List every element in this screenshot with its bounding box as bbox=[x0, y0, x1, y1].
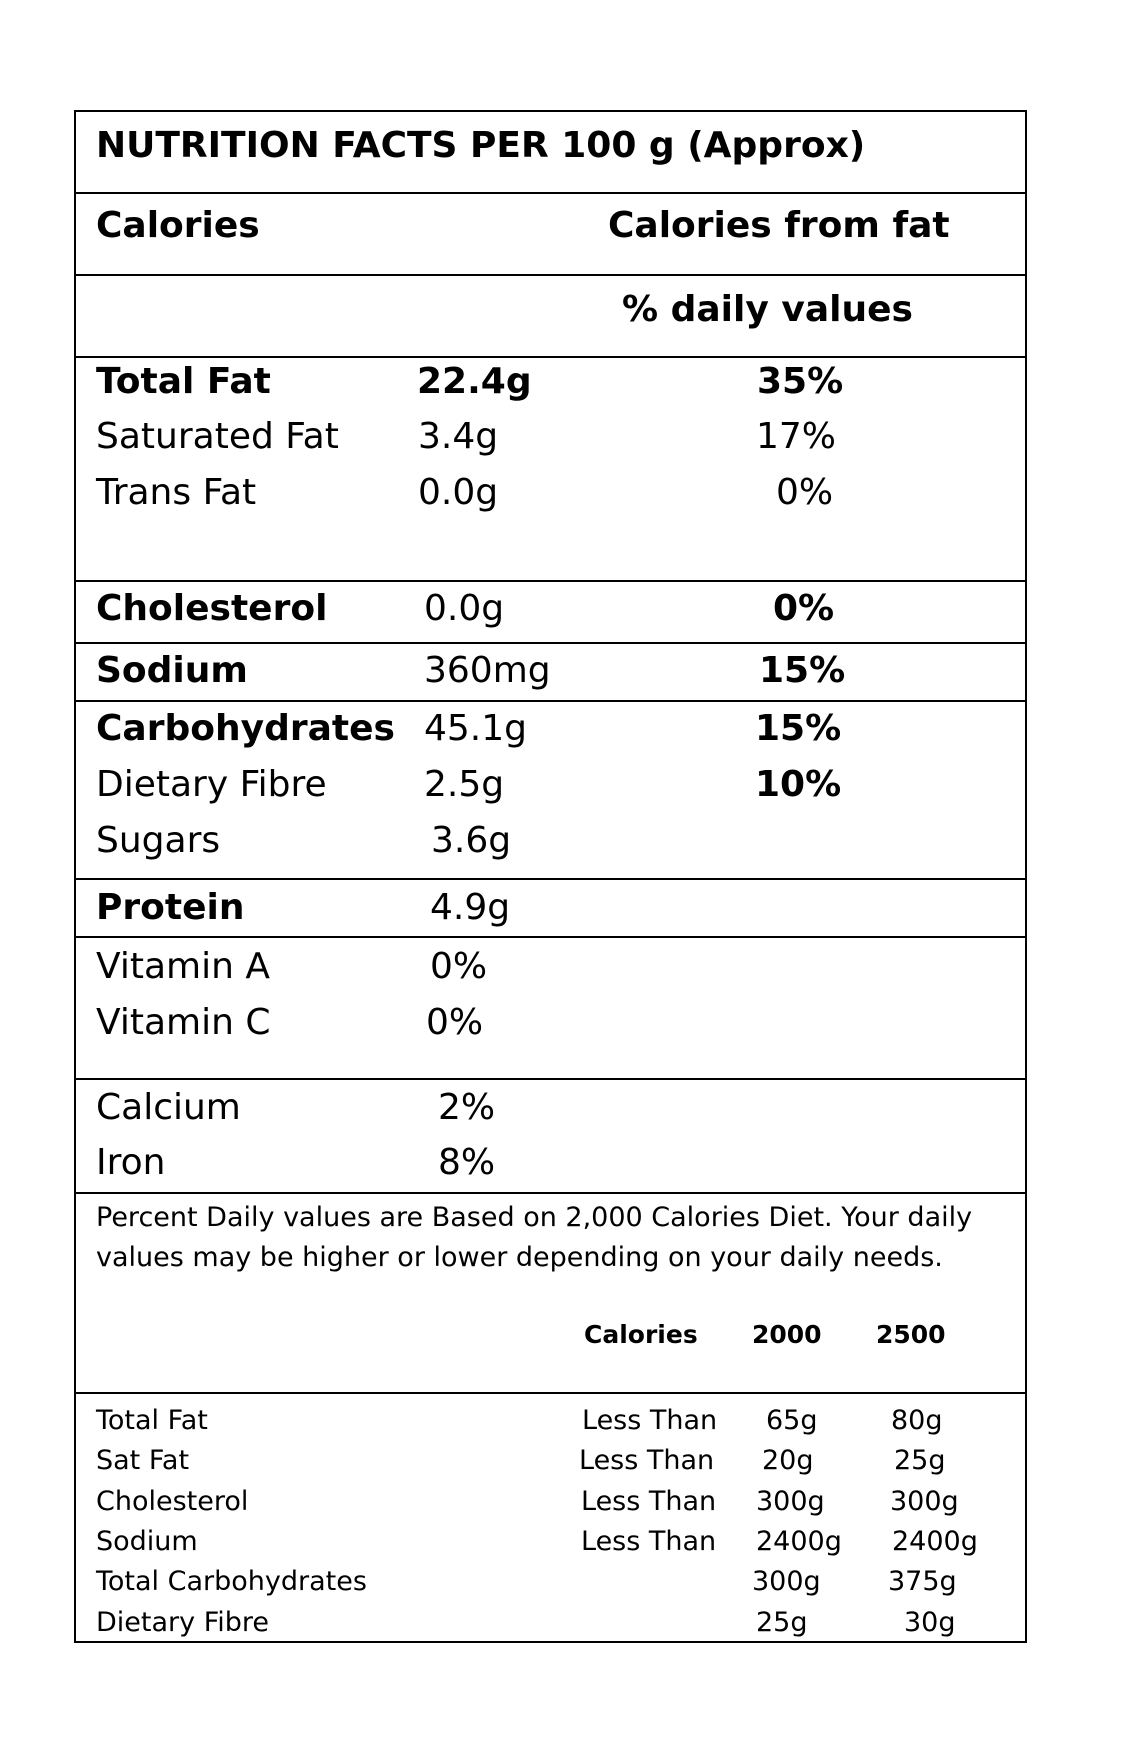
divider bbox=[76, 700, 1025, 702]
reference-row-name: Sat Fat bbox=[96, 1445, 190, 1476]
nutrient-dv: 0% bbox=[776, 472, 834, 513]
mineral-name: Calcium bbox=[96, 1087, 241, 1128]
reference-row-name: Cholesterol bbox=[96, 1486, 249, 1517]
divider bbox=[76, 356, 1025, 358]
nutrient-amount: 45.1g bbox=[424, 708, 528, 749]
divider bbox=[76, 936, 1025, 938]
mineral-name: Iron bbox=[96, 1142, 166, 1183]
nutrient-dv: 15% bbox=[759, 650, 846, 691]
reference-row-qualifier: Less Than bbox=[581, 1526, 717, 1557]
nutrient-name: Cholesterol bbox=[96, 588, 328, 629]
nutrient-name: Trans Fat bbox=[96, 472, 257, 513]
vitamin-value: 0% bbox=[430, 946, 488, 987]
vitamin-value: 0% bbox=[426, 1002, 484, 1043]
footnote-line: values may be higher or lower depending … bbox=[96, 1242, 943, 1273]
reference-row-name: Dietary Fibre bbox=[96, 1607, 270, 1638]
reference-row-2500: 375g bbox=[888, 1566, 957, 1597]
reference-row-2000: 2400g bbox=[756, 1526, 842, 1557]
reference-row-name: Sodium bbox=[96, 1526, 198, 1557]
nutrient-dv: 35% bbox=[757, 361, 844, 402]
footnote-line: Percent Daily values are Based on 2,000 … bbox=[96, 1202, 973, 1233]
reference-row-2500: 30g bbox=[904, 1607, 956, 1638]
daily-values-header: % daily values bbox=[622, 289, 913, 330]
nutrient-name: Dietary Fibre bbox=[96, 764, 327, 805]
nutrient-name: Sugars bbox=[96, 820, 221, 861]
mineral-value: 8% bbox=[438, 1142, 496, 1183]
reference-row-2000: 300g bbox=[756, 1486, 825, 1517]
nutrient-amount: 0.0g bbox=[418, 472, 499, 513]
nutrient-amount: 360mg bbox=[424, 650, 551, 691]
reference-row-2000: 65g bbox=[766, 1405, 818, 1436]
reference-row-2500: 25g bbox=[894, 1445, 946, 1476]
nutrient-name: Sodium bbox=[96, 650, 248, 691]
reference-row-2500: 2400g bbox=[892, 1526, 978, 1557]
nutrient-dv: 15% bbox=[755, 708, 842, 749]
nutrient-name: Protein bbox=[96, 887, 245, 928]
nutrient-dv: 0% bbox=[773, 588, 835, 629]
divider bbox=[76, 642, 1025, 644]
divider bbox=[76, 192, 1025, 194]
reference-row-2000: 300g bbox=[752, 1566, 821, 1597]
reference-2500-header: 2500 bbox=[876, 1320, 946, 1349]
nutrition-facts-panel: NUTRITION FACTS PER 100 g (Approx) Calor… bbox=[74, 110, 1027, 1643]
reference-row-name: Total Carbohydrates bbox=[96, 1566, 367, 1597]
reference-row-2000: 25g bbox=[756, 1607, 808, 1638]
vitamin-name: Vitamin C bbox=[96, 1002, 271, 1043]
nutrient-amount: 3.6g bbox=[431, 820, 512, 861]
calories-header: Calories bbox=[96, 205, 260, 246]
nutrient-dv: 17% bbox=[756, 416, 837, 457]
panel-title: NUTRITION FACTS PER 100 g (Approx) bbox=[96, 125, 866, 166]
divider bbox=[76, 1192, 1025, 1194]
divider bbox=[76, 1392, 1025, 1394]
reference-row-2000: 20g bbox=[762, 1445, 814, 1476]
reference-2000-header: 2000 bbox=[752, 1320, 822, 1349]
reference-row-qualifier: Less Than bbox=[582, 1405, 718, 1436]
nutrient-amount: 0.0g bbox=[424, 588, 505, 629]
nutrient-dv: 10% bbox=[755, 764, 842, 805]
nutrient-amount: 4.9g bbox=[430, 887, 511, 928]
reference-row-2500: 80g bbox=[891, 1405, 943, 1436]
divider bbox=[76, 274, 1025, 276]
calories-from-fat-header: Calories from fat bbox=[608, 205, 950, 246]
nutrient-name: Total Fat bbox=[96, 361, 271, 402]
divider bbox=[76, 1078, 1025, 1080]
divider bbox=[76, 878, 1025, 880]
reference-row-name: Total Fat bbox=[96, 1405, 208, 1436]
reference-calories-header: Calories bbox=[584, 1320, 698, 1349]
vitamin-name: Vitamin A bbox=[96, 946, 270, 987]
nutrient-name: Saturated Fat bbox=[96, 416, 339, 457]
nutrient-amount: 2.5g bbox=[424, 764, 505, 805]
divider bbox=[76, 580, 1025, 582]
nutrient-amount: 3.4g bbox=[418, 416, 499, 457]
reference-row-qualifier: Less Than bbox=[581, 1486, 717, 1517]
reference-row-qualifier: Less Than bbox=[579, 1445, 715, 1476]
nutrient-amount: 22.4g bbox=[417, 361, 532, 402]
mineral-value: 2% bbox=[438, 1087, 496, 1128]
nutrient-name: Carbohydrates bbox=[96, 708, 395, 749]
reference-row-2500: 300g bbox=[890, 1486, 959, 1517]
